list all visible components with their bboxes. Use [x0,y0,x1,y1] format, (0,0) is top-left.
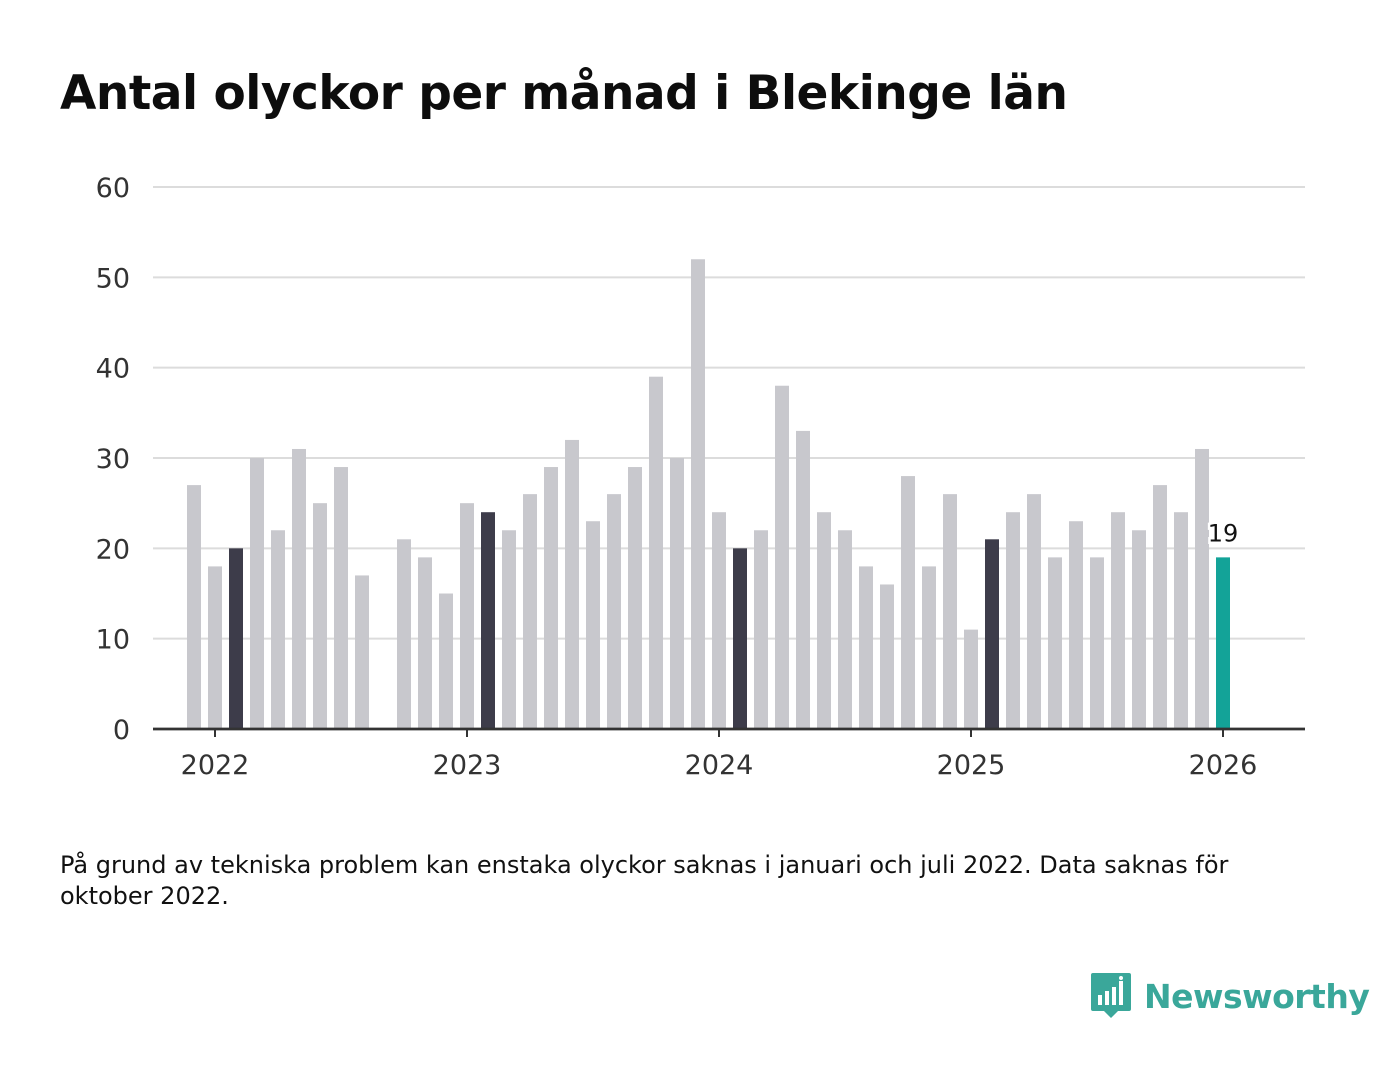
x-tick-label: 2024 [685,750,754,781]
y-tick-label: 10 [96,625,130,656]
y-tick-label: 50 [96,263,130,294]
bar [964,629,978,729]
bar [208,566,222,729]
bar-chart: 0 10 20 30 40 50 60 2022 2023 2024 2025 2026 19 [96,173,1305,781]
bar [754,530,768,729]
bar [1174,512,1188,729]
chart-title: Antal olyckor per månad i Blekinge län [60,66,1068,121]
bar [187,485,201,729]
bar [418,557,432,729]
y-axis-ticks: 0 10 20 30 40 50 60 [96,173,130,746]
y-tick-label: 60 [96,173,130,204]
bar [922,566,936,729]
bar [859,566,873,729]
bar [1006,512,1020,729]
bar [1111,512,1125,729]
bar [1153,485,1167,729]
bar [460,503,474,729]
bar [838,530,852,729]
latest-value-label: 19 [1208,519,1239,547]
bar [607,494,621,729]
x-tick-label: 2025 [937,750,1006,781]
data-labels: 19 [1205,517,1241,550]
bar [292,448,306,729]
brand-name: Newsworthy [1144,976,1370,1016]
bar [313,503,327,729]
bar [565,439,579,729]
bar [397,539,411,729]
bar [229,548,243,729]
bar [1027,494,1041,729]
bar [628,467,642,729]
bar [712,512,726,729]
bar [880,584,894,729]
x-axis-ticks: 2022 2023 2024 2025 2026 [181,729,1258,781]
bar [502,530,516,729]
bar-chart-icon [1091,973,1131,1018]
y-tick-label: 20 [96,534,130,565]
bars [187,259,1230,729]
bar [1195,448,1209,729]
bar [691,259,705,729]
bar [271,530,285,729]
bar [796,430,810,729]
bar [1069,521,1083,729]
bar [1216,557,1230,729]
newsworthy-logo[interactable]: Newsworthy [1090,970,1370,1022]
bar [439,593,453,729]
bar [1090,557,1104,729]
x-tick-label: 2026 [1189,750,1258,781]
bar [355,575,369,729]
bar [586,521,600,729]
y-tick-label: 30 [96,444,130,475]
bar [523,494,537,729]
bar [1048,557,1062,729]
bar [985,539,999,729]
y-tick-label: 40 [96,354,130,385]
bar [334,467,348,729]
bar [670,458,684,729]
bar [1132,530,1146,729]
bar [481,512,495,729]
x-tick-label: 2023 [433,750,502,781]
bar [901,476,915,729]
bar [733,548,747,729]
bar [649,376,663,729]
y-tick-label: 0 [113,715,130,746]
footnote: På grund av tekniska problem kan enstaka… [60,851,1229,910]
bar [775,385,789,729]
bar [817,512,831,729]
bar [943,494,957,729]
bar [250,458,264,729]
bar [544,467,558,729]
x-tick-label: 2022 [181,750,250,781]
